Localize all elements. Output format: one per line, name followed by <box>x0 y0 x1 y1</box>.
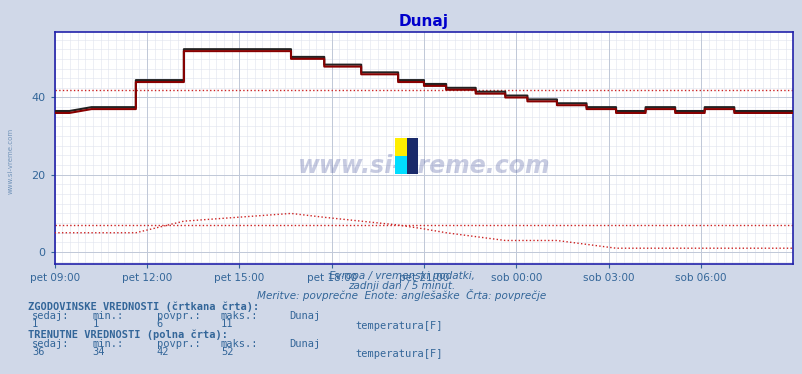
Text: 1: 1 <box>92 319 99 329</box>
Text: min.:: min.: <box>92 311 124 321</box>
Text: povpr.:: povpr.: <box>156 339 200 349</box>
Text: 1: 1 <box>32 319 38 329</box>
Text: sedaj:: sedaj: <box>32 311 70 321</box>
Text: www.si-vreme.com: www.si-vreme.com <box>7 128 14 194</box>
Text: zadnji dan / 5 minut.: zadnji dan / 5 minut. <box>347 281 455 291</box>
Text: povpr.:: povpr.: <box>156 311 200 321</box>
Bar <box>395 138 407 156</box>
Text: sedaj:: sedaj: <box>32 339 70 349</box>
Text: 34: 34 <box>92 347 105 357</box>
Text: Meritve: povprečne  Enote: anglešaške  Črta: povprečje: Meritve: povprečne Enote: anglešaške Črt… <box>257 289 545 301</box>
Text: 52: 52 <box>221 347 233 357</box>
Text: 36: 36 <box>32 347 45 357</box>
Text: temperatura[F]: temperatura[F] <box>355 349 443 359</box>
Title: Dunaj: Dunaj <box>399 14 448 29</box>
Text: Evropa / vremenski podatki,: Evropa / vremenski podatki, <box>328 271 474 280</box>
Text: temperatura[F]: temperatura[F] <box>355 321 443 331</box>
Text: 42: 42 <box>156 347 169 357</box>
Bar <box>395 156 407 174</box>
Text: ZGODOVINSKE VREDNOSTI (črtkana črta):: ZGODOVINSKE VREDNOSTI (črtkana črta): <box>28 302 259 312</box>
Text: Dunaj: Dunaj <box>289 311 320 321</box>
Text: min.:: min.: <box>92 339 124 349</box>
Text: 6: 6 <box>156 319 163 329</box>
Text: 11: 11 <box>221 319 233 329</box>
Text: Dunaj: Dunaj <box>289 339 320 349</box>
Text: maks.:: maks.: <box>221 311 258 321</box>
Bar <box>407 138 417 174</box>
Text: TRENUTNE VREDNOSTI (polna črta):: TRENUTNE VREDNOSTI (polna črta): <box>28 330 228 340</box>
Text: www.si-vreme.com: www.si-vreme.com <box>298 154 549 178</box>
Text: maks.:: maks.: <box>221 339 258 349</box>
